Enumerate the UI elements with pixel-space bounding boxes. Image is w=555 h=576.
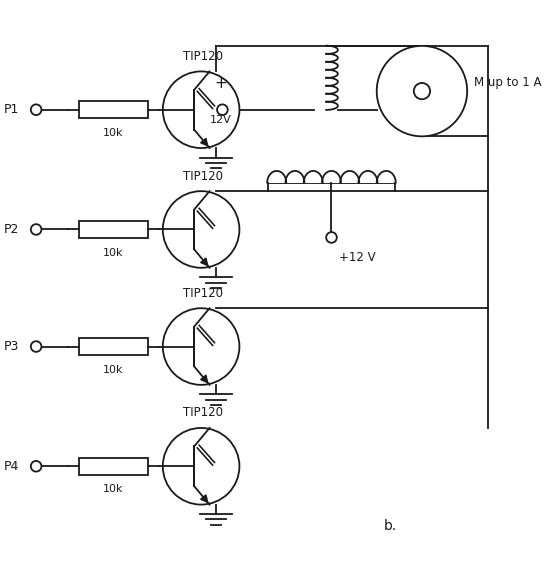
Text: 10k: 10k: [103, 365, 124, 374]
Circle shape: [414, 83, 430, 99]
Text: TIP120: TIP120: [183, 50, 223, 63]
Circle shape: [217, 104, 228, 115]
Text: 10k: 10k: [103, 484, 124, 494]
Text: +12 V: +12 V: [340, 251, 376, 264]
Text: 10k: 10k: [103, 248, 124, 257]
Circle shape: [31, 104, 42, 115]
Polygon shape: [200, 495, 208, 502]
Text: 12V: 12V: [210, 115, 231, 125]
Text: P1: P1: [4, 103, 19, 116]
Polygon shape: [200, 138, 208, 146]
Bar: [79, 221, 148, 238]
Text: 10k: 10k: [103, 128, 124, 138]
Bar: [79, 101, 148, 118]
Text: M up to 1 A: M up to 1 A: [473, 75, 541, 89]
Circle shape: [163, 71, 239, 148]
Circle shape: [163, 191, 239, 268]
Circle shape: [163, 428, 239, 505]
Text: P3: P3: [4, 340, 19, 353]
Text: +: +: [214, 76, 227, 91]
Circle shape: [326, 232, 337, 242]
Circle shape: [31, 224, 42, 235]
Text: P2: P2: [4, 223, 19, 236]
Polygon shape: [200, 258, 208, 266]
Text: P4: P4: [4, 460, 19, 473]
Text: b.: b.: [384, 519, 397, 533]
Circle shape: [31, 341, 42, 352]
Bar: [79, 458, 148, 475]
Circle shape: [377, 46, 467, 137]
Text: TIP120: TIP120: [183, 170, 223, 183]
Polygon shape: [200, 375, 208, 382]
Text: TIP120: TIP120: [183, 287, 223, 300]
Bar: [79, 338, 148, 355]
Circle shape: [163, 308, 239, 385]
Circle shape: [31, 461, 42, 472]
Text: TIP120: TIP120: [183, 407, 223, 419]
